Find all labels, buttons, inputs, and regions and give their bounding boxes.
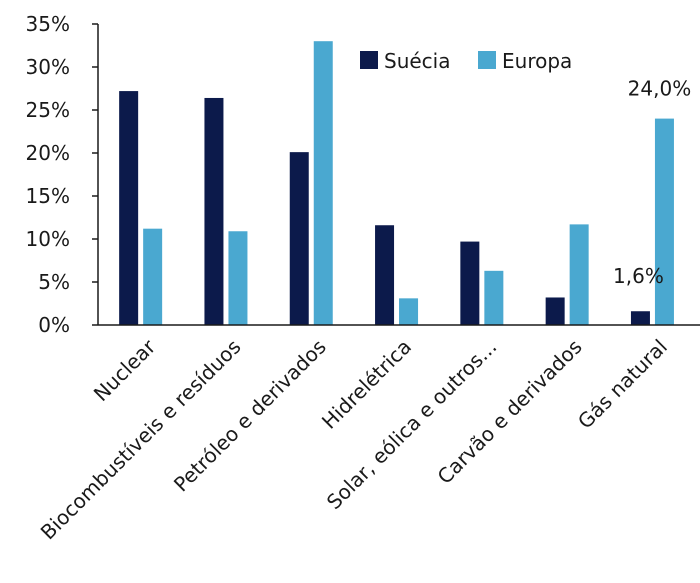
bar-europa [228,231,248,325]
bar-europa [569,224,589,325]
data-label: 24,0% [628,77,692,101]
bar-europa [654,118,674,325]
bars [119,41,674,326]
bar-europa [143,228,163,325]
y-tick-label: 0% [38,313,70,337]
y-axis: 0% 5% 10% 15% 20% 25% 30% 35% [26,12,99,337]
legend-label: Europa [502,49,572,73]
bar-suécia [375,225,395,325]
data-labels: 1,6% 24,0% [613,77,691,289]
bar-europa [313,41,333,325]
x-tick-label: Solar, eólica e outros... [322,335,502,515]
bar-suécia [204,97,224,326]
legend-swatch-suécia [360,51,378,69]
legend-swatch-europa [478,51,496,69]
y-tick-label: 5% [38,270,70,294]
x-tick-label: Petróleo e derivados [169,335,331,497]
bar-suécia [545,297,565,325]
bar-suécia [289,152,309,325]
legend: Suécia Europa [360,49,572,73]
bar-europa [484,270,504,325]
bar-suécia [630,311,650,325]
x-tick-label: Carvão e derivados [433,335,587,489]
x-tick-label: Nuclear [89,334,161,406]
bar-suécia [119,91,139,325]
bar-suécia [460,241,480,325]
bar-europa [399,298,419,325]
legend-label: Suécia [384,49,450,73]
y-tick-label: 30% [26,55,70,79]
y-tick-label: 15% [26,184,70,208]
y-tick-label: 20% [26,141,70,165]
x-tick-label: Gás natural [573,335,672,434]
data-label: 1,6% [613,264,664,288]
y-tick-label: 10% [26,227,70,251]
y-tick-label: 35% [26,12,70,36]
y-tick-label: 25% [26,98,70,122]
